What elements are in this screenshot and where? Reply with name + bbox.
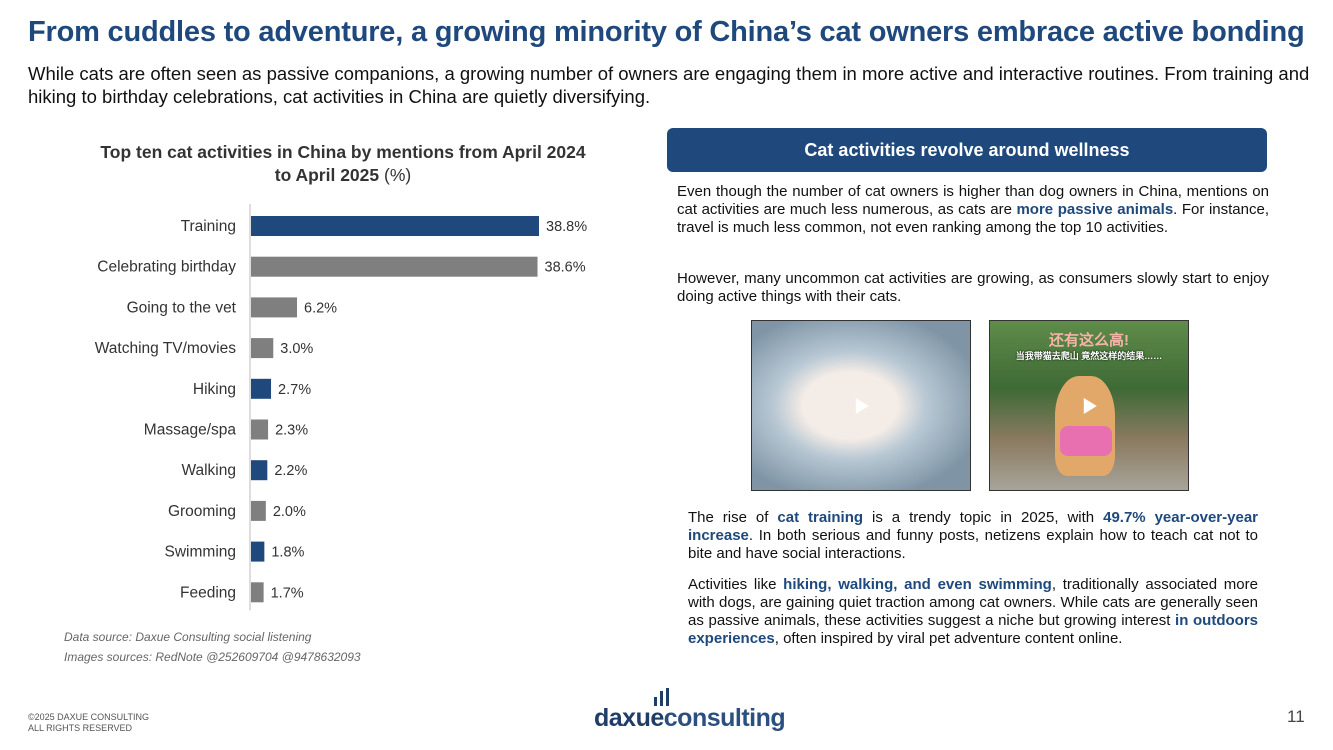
value-label: 3.0%	[280, 341, 313, 357]
image-subcaption: 当我带猫去爬山 竟然这样的结果……	[1015, 351, 1163, 361]
play-icon[interactable]	[1083, 397, 1097, 414]
text: The rise of	[688, 509, 778, 526]
category-label: Training	[181, 218, 236, 235]
page-title: From cuddles to adventure, a growing min…	[28, 16, 1305, 48]
images-source: Images sources: RedNote @252609704 @9478…	[64, 650, 361, 664]
value-label: 2.2%	[274, 463, 307, 479]
value-label: 1.7%	[271, 585, 304, 601]
category-label: Going to the vet	[127, 299, 237, 316]
value-label: 6.2%	[304, 300, 337, 316]
text: . For instance, travel is much less comm…	[677, 201, 1269, 236]
highlight-text: more passive animals	[1016, 201, 1174, 218]
page-number: 11	[1287, 707, 1305, 726]
logo-bars-icon	[654, 688, 669, 706]
bar	[251, 297, 298, 318]
highlight-text: in outdoors experiences	[688, 612, 1258, 647]
panel-header: Cat activities revolve around wellness	[667, 128, 1267, 172]
logo-text: consulting	[663, 704, 786, 732]
chart-title-unit: (%)	[384, 165, 412, 185]
category-label: Watching TV/movies	[95, 340, 237, 357]
copyright-line: ©2025 DAXUE CONSULTING	[28, 712, 149, 722]
paragraph-1: Even though the number of cat owners is …	[677, 183, 1269, 237]
value-label: 38.8%	[546, 219, 587, 235]
bar	[251, 256, 538, 277]
page-subtitle: While cats are often seen as passive com…	[28, 63, 1310, 107]
highlight-text: 49.7% year-over-year increase	[688, 509, 1258, 544]
harness-shape	[1060, 426, 1112, 456]
category-label: Hiking	[193, 381, 236, 398]
video-thumbnail-cat-hiking[interactable]: 还有这么高! 当我带猫去爬山 竟然这样的结果……	[989, 320, 1189, 491]
category-label: Massage/spa	[144, 422, 237, 439]
text: , often inspired by viral pet adventure …	[774, 630, 1123, 647]
paragraph-3: The rise of cat training is a trendy top…	[688, 509, 1258, 563]
image-caption: 还有这么高!	[1049, 332, 1129, 349]
value-label: 38.6%	[545, 260, 586, 276]
play-icon[interactable]	[855, 397, 869, 414]
text: Activities like	[688, 576, 784, 593]
chart-title-text: Top ten cat activities in China by menti…	[100, 142, 586, 185]
text: Even though the number of cat owners is …	[677, 183, 1269, 218]
text: , traditionally associated more with dog…	[688, 576, 1258, 629]
category-label: Swimming	[165, 544, 236, 561]
highlight-text: cat training	[777, 509, 864, 526]
bar	[251, 419, 269, 440]
bar	[251, 500, 266, 521]
value-label: 2.3%	[275, 423, 308, 439]
data-source: Data source: Daxue Consulting social lis…	[64, 630, 312, 644]
value-label: 2.7%	[278, 382, 311, 398]
category-label: Grooming	[168, 503, 236, 520]
highlight-text: hiking, walking, and even swimming	[783, 576, 1052, 593]
bar	[251, 378, 272, 399]
value-label: 1.8%	[271, 545, 304, 561]
bar	[251, 338, 274, 359]
text: . In both serious and funny posts, netiz…	[688, 527, 1258, 562]
category-label: Celebrating birthday	[97, 259, 236, 276]
value-label: 2.0%	[273, 504, 306, 520]
paragraph-2: However, many uncommon cat activities ar…	[677, 270, 1269, 305]
chart-title: Top ten cat activities in China by menti…	[100, 141, 586, 187]
category-label: Walking	[181, 462, 236, 479]
bar	[251, 216, 539, 236]
daxue-logo: daxueconsulting	[594, 688, 786, 733]
text: is a trendy topic in 2025, with	[863, 509, 1104, 526]
paragraph-4: Activities like hiking, walking, and eve…	[688, 576, 1258, 648]
bar	[251, 460, 268, 481]
logo-text: daxue	[594, 704, 664, 732]
bar	[251, 582, 264, 603]
copyright-line: ALL RIGHTS RESERVED	[28, 723, 133, 733]
bar-chart: Training 38.8% Celebrating birthday 38.6% Go…	[95, 204, 587, 611]
copyright: ©2025 DAXUE CONSULTING ALL RIGHTS RESERVE…	[28, 712, 149, 734]
video-thumbnail-cat-swimming[interactable]	[751, 320, 971, 491]
bar	[251, 541, 265, 562]
category-label: Feeding	[180, 584, 236, 601]
